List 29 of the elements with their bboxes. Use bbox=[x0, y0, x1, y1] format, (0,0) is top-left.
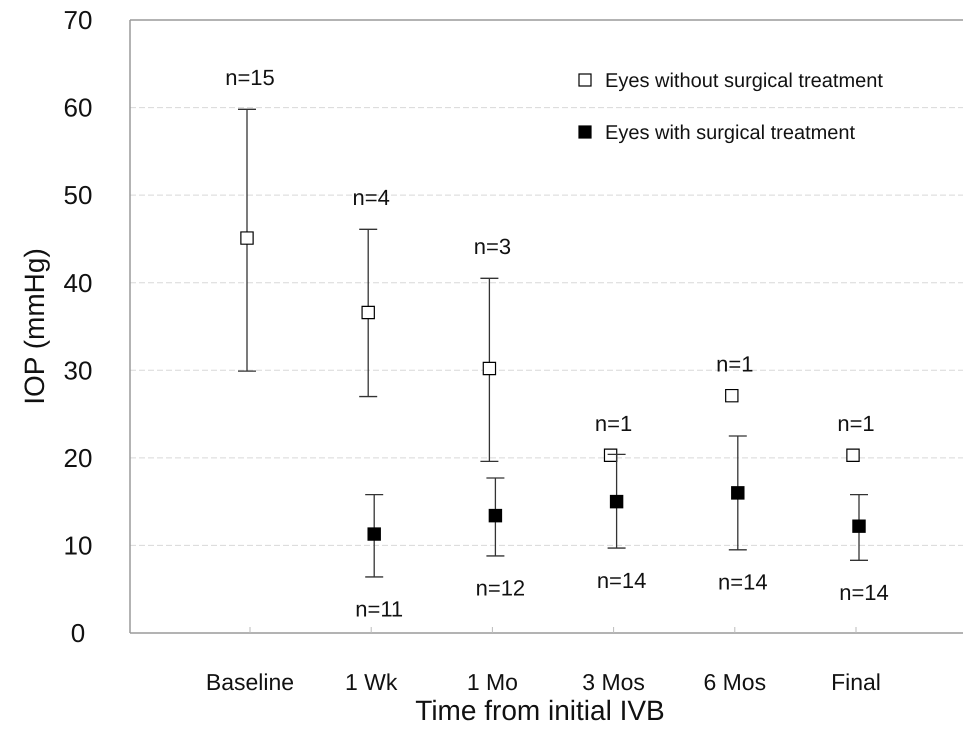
y-tick-label: 60 bbox=[64, 92, 92, 123]
y-tick-label: 70 bbox=[64, 5, 92, 36]
x-tick-label: 3 Mos bbox=[582, 669, 645, 695]
annotation: n=14 bbox=[839, 580, 889, 606]
y-tick-label: 50 bbox=[64, 180, 92, 210]
annotation: n=4 bbox=[352, 184, 390, 210]
annotation: n=1 bbox=[837, 410, 875, 436]
y-tick-label: 40 bbox=[64, 268, 92, 298]
x-tick-label: Final bbox=[831, 669, 881, 695]
annotation: n=15 bbox=[225, 65, 275, 90]
x-tick-label: 1 Mo bbox=[466, 669, 518, 695]
annotation: n=3 bbox=[474, 234, 512, 260]
annotation: n=1 bbox=[716, 351, 754, 376]
annotation: n=12 bbox=[476, 576, 526, 601]
y-axis-title: IOP (mmHg) bbox=[19, 248, 50, 405]
y-tick-label: 20 bbox=[64, 442, 92, 473]
annotation: n=1 bbox=[594, 410, 632, 436]
y-tick-label: 10 bbox=[64, 530, 92, 561]
annotation: n=11 bbox=[355, 596, 404, 622]
y-tick-label: 0 bbox=[70, 618, 86, 648]
y-tick-label: 30 bbox=[64, 355, 92, 386]
x-tick-label: Baseline bbox=[206, 669, 294, 695]
x-axis-title: Time from initial IVB bbox=[415, 695, 665, 726]
annotation: n=14 bbox=[596, 568, 646, 593]
legend-label: Eyes with surgical treatment bbox=[605, 122, 856, 144]
annotation: n=14 bbox=[718, 570, 768, 595]
legend-label: Eyes without surgical treatment bbox=[605, 70, 884, 92]
x-tick-label: 6 Mos bbox=[703, 669, 766, 695]
x-tick-label: 1 Wk bbox=[345, 669, 398, 695]
